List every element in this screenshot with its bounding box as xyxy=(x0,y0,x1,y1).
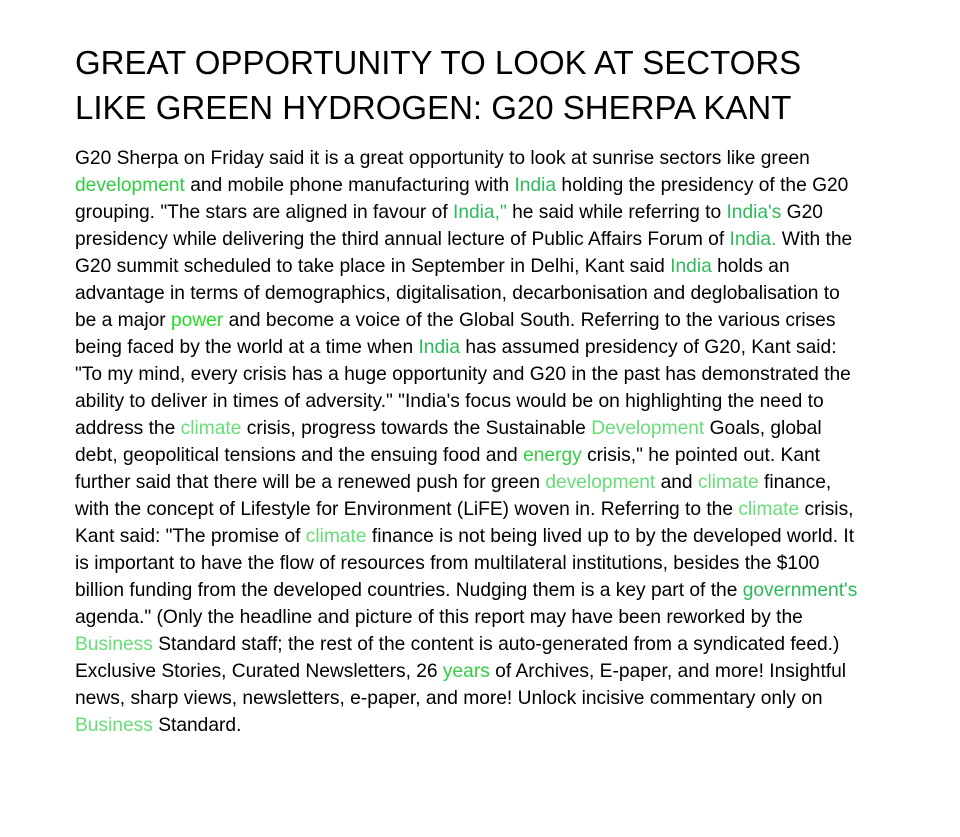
body-text-segment: G20 presidency while delivering the thir… xyxy=(75,202,823,250)
body-text-segment: of Archives, E-paper, and more! Insightf… xyxy=(75,661,847,709)
body-text-segment: has assumed presidency of G20, Kant said… xyxy=(75,337,851,439)
body-text-segment: holding the presidency of the G20 groupi… xyxy=(75,175,849,223)
keyword-link[interactable]: India," xyxy=(453,202,507,223)
keyword-link[interactable]: development xyxy=(545,472,656,493)
body-text-segment: crisis," he pointed out. Kant further sa… xyxy=(75,445,820,493)
body-text-segment: finance, with the concept of Lifestyle f… xyxy=(75,472,832,520)
keyword-link[interactable]: development xyxy=(75,175,185,196)
keyword-link[interactable]: climate xyxy=(305,526,367,547)
keyword-link[interactable]: years xyxy=(442,661,490,682)
article: GREAT OPPORTUNITY TO LOOK AT SECTORS LIK… xyxy=(75,40,865,739)
keyword-link[interactable]: Business xyxy=(75,715,153,736)
body-text-segment: Goals, global debt, geopolitical tension… xyxy=(75,418,822,466)
keyword-link[interactable]: Business xyxy=(75,634,153,655)
keyword-link[interactable]: power xyxy=(170,310,224,331)
body-text-segment: With the G20 summit scheduled to take pl… xyxy=(75,229,853,277)
keyword-link[interactable]: India xyxy=(418,337,461,358)
body-text-segment: and mobile phone manufacturing with xyxy=(184,175,515,196)
body-text-segment: holds an advantage in terms of demograph… xyxy=(75,256,840,331)
body-text-segment: agenda." (Only the headline and picture … xyxy=(75,607,803,628)
keyword-link[interactable]: energy xyxy=(523,445,582,466)
keyword-link[interactable]: Development xyxy=(591,418,705,439)
body-text-segment: Standard staff; the rest of the content … xyxy=(75,634,840,682)
body-text-segment: and become a voice of the Global South. … xyxy=(75,310,836,358)
body-text-segment: crisis, progress towards the Sustainable xyxy=(241,418,592,439)
keyword-link[interactable]: government's xyxy=(742,580,858,601)
article-headline: GREAT OPPORTUNITY TO LOOK AT SECTORS LIK… xyxy=(75,44,802,126)
keyword-link[interactable]: India xyxy=(670,256,712,277)
keyword-link[interactable]: India's xyxy=(726,202,782,223)
keyword-link[interactable]: India xyxy=(514,175,557,196)
article-body: G20 Sherpa on Friday said it is a great … xyxy=(75,145,865,739)
keyword-link[interactable]: India. xyxy=(729,229,777,250)
body-text-segment: he said while referring to xyxy=(506,202,727,223)
keyword-link[interactable]: climate xyxy=(738,499,800,520)
keyword-link[interactable]: climate xyxy=(180,418,242,439)
body-text-segment: and xyxy=(655,472,698,493)
body-text-segment: Standard. xyxy=(152,715,242,736)
keyword-link[interactable]: climate xyxy=(697,472,759,493)
body-text-segment: finance is not being lived up to by the … xyxy=(75,526,855,601)
body-text-segment: crisis, Kant said: "The promise of xyxy=(75,499,854,547)
body-text-segment: G20 Sherpa on Friday said it is a great … xyxy=(75,148,810,169)
